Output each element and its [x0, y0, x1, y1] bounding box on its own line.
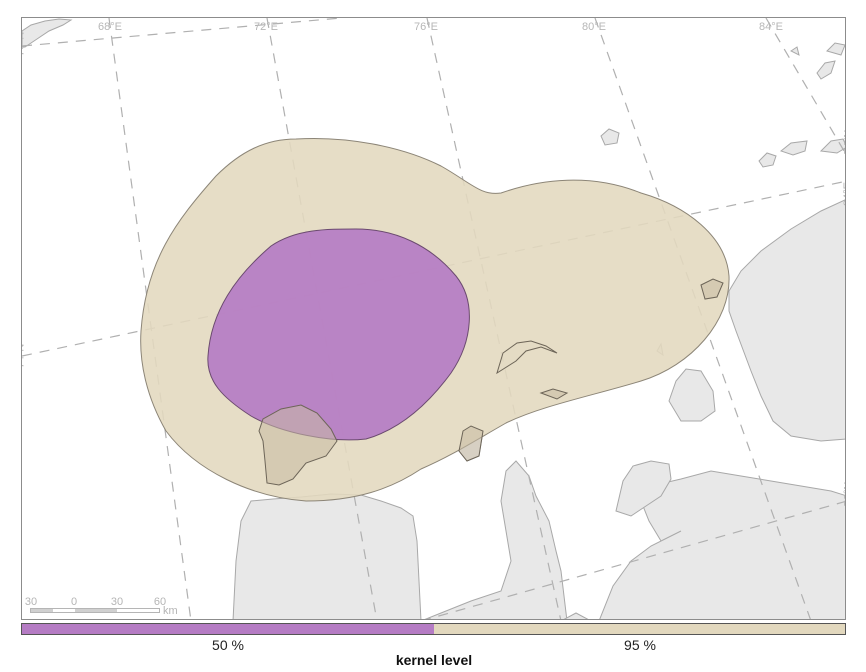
lat-label-72-right: 72°N	[842, 481, 846, 507]
scale-unit-label: km	[163, 605, 178, 617]
land-islet-1	[758, 152, 777, 168]
lon-label-84-right: 84°E	[841, 182, 846, 206]
land-islet-6	[826, 42, 845, 56]
island-outlines	[258, 278, 724, 486]
land-islet-5	[816, 60, 836, 80]
lat-label-76-left: 76°N	[21, 31, 27, 57]
legend-swatch-95[interactable]	[433, 624, 845, 634]
land-islet-2	[779, 140, 808, 156]
legend-color-bar	[21, 623, 846, 635]
lat-label-74-right: 74°N	[842, 129, 846, 155]
legend-title: kernel level	[395, 652, 473, 668]
lon-label-80: 80°E	[582, 21, 606, 33]
land-island-east	[668, 368, 716, 422]
legend-label-95: 95 %	[624, 637, 656, 653]
meridian-68	[108, 18, 192, 619]
land-islet-4	[600, 128, 620, 146]
land-top-left	[22, 18, 73, 48]
lon-label-84: 84°E	[759, 21, 783, 33]
parallel-72	[425, 500, 845, 619]
lon-label-76: 76°E	[414, 21, 438, 33]
scale-tick-0: 0	[70, 596, 78, 608]
scale-tick-30-left: 30	[24, 596, 38, 608]
land-east-gulf	[563, 612, 589, 619]
lat-label-74-left: 74°N	[21, 343, 27, 369]
legend-swatch-50[interactable]	[22, 624, 434, 634]
land-islet-7	[790, 46, 800, 56]
scale-tick-30: 30	[110, 596, 124, 608]
legend-label-50: 50 %	[212, 637, 244, 653]
land-yamal	[232, 493, 422, 619]
lon-label-72: 72°E	[254, 21, 278, 33]
parallel-76	[22, 18, 342, 47]
scale-bar: 30 0 30 60 km	[24, 596, 198, 618]
land-taymyr-north	[728, 199, 845, 442]
map-panel[interactable]: 68°E 72°E 76°E 80°E 84°E 76°N 74°N 74°N …	[21, 17, 846, 620]
scale-bar-graphic	[30, 608, 160, 613]
meridian-84	[765, 18, 845, 154]
scale-tick-60: 60	[153, 596, 167, 608]
land-gydan	[424, 460, 568, 619]
map-canvas[interactable]	[22, 18, 846, 620]
land-island-mid	[615, 460, 672, 517]
lon-label-68: 68°E	[98, 21, 122, 33]
